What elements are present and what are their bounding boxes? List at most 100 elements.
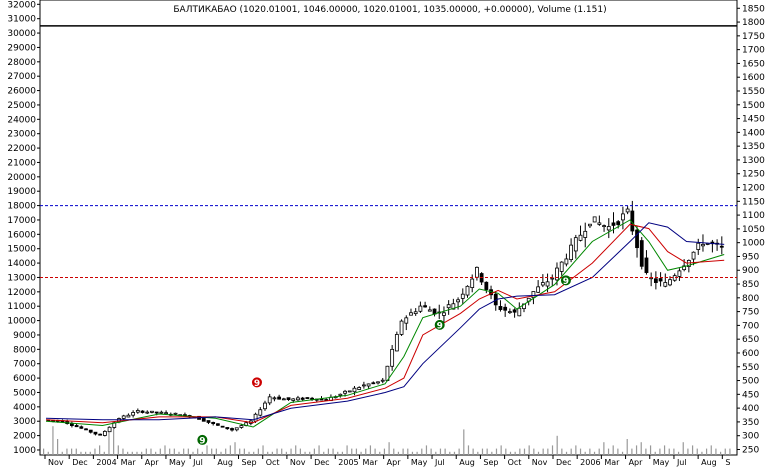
candle-body: [569, 244, 574, 261]
volume-bar: [421, 448, 423, 455]
candle-body: [602, 225, 606, 227]
volume-bar: [509, 451, 512, 455]
right-tick-label: 350: [742, 418, 759, 428]
volume-bar: [117, 445, 119, 455]
right-tick-label: 1050: [742, 225, 765, 235]
volume-bar: [388, 442, 390, 455]
right-tick-label: 500: [742, 377, 759, 387]
volume-bar: [271, 451, 273, 455]
volume-bar: [178, 451, 180, 455]
chart-title: БАЛТИКАБАО (1020.01001, 1046.00000, 1020…: [173, 5, 606, 15]
candle-body: [305, 397, 310, 399]
right-tick-label: 400: [742, 404, 759, 414]
right-tick-label: 1700: [742, 46, 765, 56]
volume-bar: [52, 426, 54, 455]
candle-body: [677, 270, 682, 277]
right-tick-label: 1150: [742, 197, 765, 207]
volume-bar: [201, 451, 203, 455]
candle-body: [588, 223, 592, 227]
volume-bar: [351, 448, 353, 455]
volume-bar: [239, 448, 241, 455]
candle-body: [625, 208, 630, 213]
time-axis: Nov Dec 2004 Mar Apr May Jul Aug Sep Oct Nov Dec 200…: [44, 455, 730, 467]
right-tick-label: 750: [742, 308, 759, 318]
candle-body: [357, 387, 362, 390]
volume-bar: [285, 451, 287, 455]
signal-marker[interactable]: [434, 319, 445, 330]
left-tick-label: 18000: [7, 202, 36, 212]
left-tick-label: 12000: [7, 288, 36, 298]
right-tick-label: 1350: [742, 142, 765, 152]
volume-bar: [519, 448, 521, 455]
volume-bar: [533, 448, 535, 455]
candle-body: [343, 390, 347, 394]
volume-bar: [687, 448, 689, 455]
left-tick-label: 11000: [7, 302, 36, 312]
time-tick-label: Aug: [217, 458, 233, 467]
left-tick-label: 29000: [7, 43, 36, 53]
candle-body: [173, 412, 178, 415]
volume-bar: [341, 451, 344, 455]
signal-marker[interactable]: [197, 434, 208, 445]
candle-body: [399, 320, 404, 335]
signal-marker[interactable]: [251, 377, 262, 388]
left-tick-label: 2000: [13, 432, 36, 442]
candle-body: [592, 216, 597, 223]
candle-body: [517, 307, 522, 317]
volume-bar: [523, 448, 526, 455]
volume-bar: [551, 445, 554, 455]
volume-bar: [673, 448, 675, 455]
right-tick-label: 300: [742, 432, 759, 442]
volume-bar: [369, 445, 372, 455]
volume-bar: [57, 439, 59, 455]
candle-body: [107, 426, 112, 433]
volume-bar: [248, 451, 250, 455]
candle-body: [390, 348, 395, 367]
volume-bar: [318, 445, 320, 455]
candle-body: [555, 267, 559, 281]
volume-bar: [393, 448, 395, 455]
volume-bar: [299, 448, 301, 455]
right-tick-label: 1100: [742, 211, 765, 221]
volume-bar: [192, 451, 194, 455]
time-tick-label: Jul: [434, 458, 445, 467]
volume-bar: [206, 445, 208, 455]
candle-body: [653, 278, 658, 283]
candle-body: [206, 420, 211, 423]
left-tick-label: 31000: [7, 15, 36, 25]
candle-body: [465, 285, 470, 296]
volume-bar: [603, 442, 605, 455]
candle-body: [696, 242, 701, 250]
left-tick-label: 16000: [7, 230, 36, 240]
left-tick-label: 20000: [7, 173, 36, 183]
time-tick-label: Jul: [192, 458, 203, 467]
volume-bar: [75, 448, 77, 455]
volume-bar: [500, 445, 502, 455]
candle-body: [126, 414, 131, 418]
candle-body: [616, 221, 621, 225]
candle-body: [668, 279, 672, 286]
signal-marker[interactable]: [560, 275, 571, 286]
candle-body: [409, 312, 413, 316]
candle-body: [352, 387, 357, 393]
volume-bar: [131, 451, 133, 455]
volume-bar: [537, 451, 540, 455]
volume-bar: [439, 448, 442, 455]
volume-bar: [234, 442, 236, 455]
left-tick-label: 6000: [13, 374, 36, 384]
left-tick-label: 10000: [7, 317, 36, 327]
candle-body: [84, 428, 88, 431]
candle-body: [545, 281, 550, 287]
left-tick-label: 27000: [7, 72, 36, 82]
candle-body: [131, 412, 136, 416]
volume-bar: [309, 451, 311, 455]
candle-body: [719, 245, 724, 248]
volume-bar: [346, 445, 348, 455]
volume-bar: [565, 451, 568, 455]
volume-bar: [416, 451, 418, 455]
candle-body: [606, 226, 611, 231]
volume-bar: [617, 448, 619, 455]
time-tick-label: Nov: [532, 458, 548, 467]
candle-body: [201, 418, 206, 422]
